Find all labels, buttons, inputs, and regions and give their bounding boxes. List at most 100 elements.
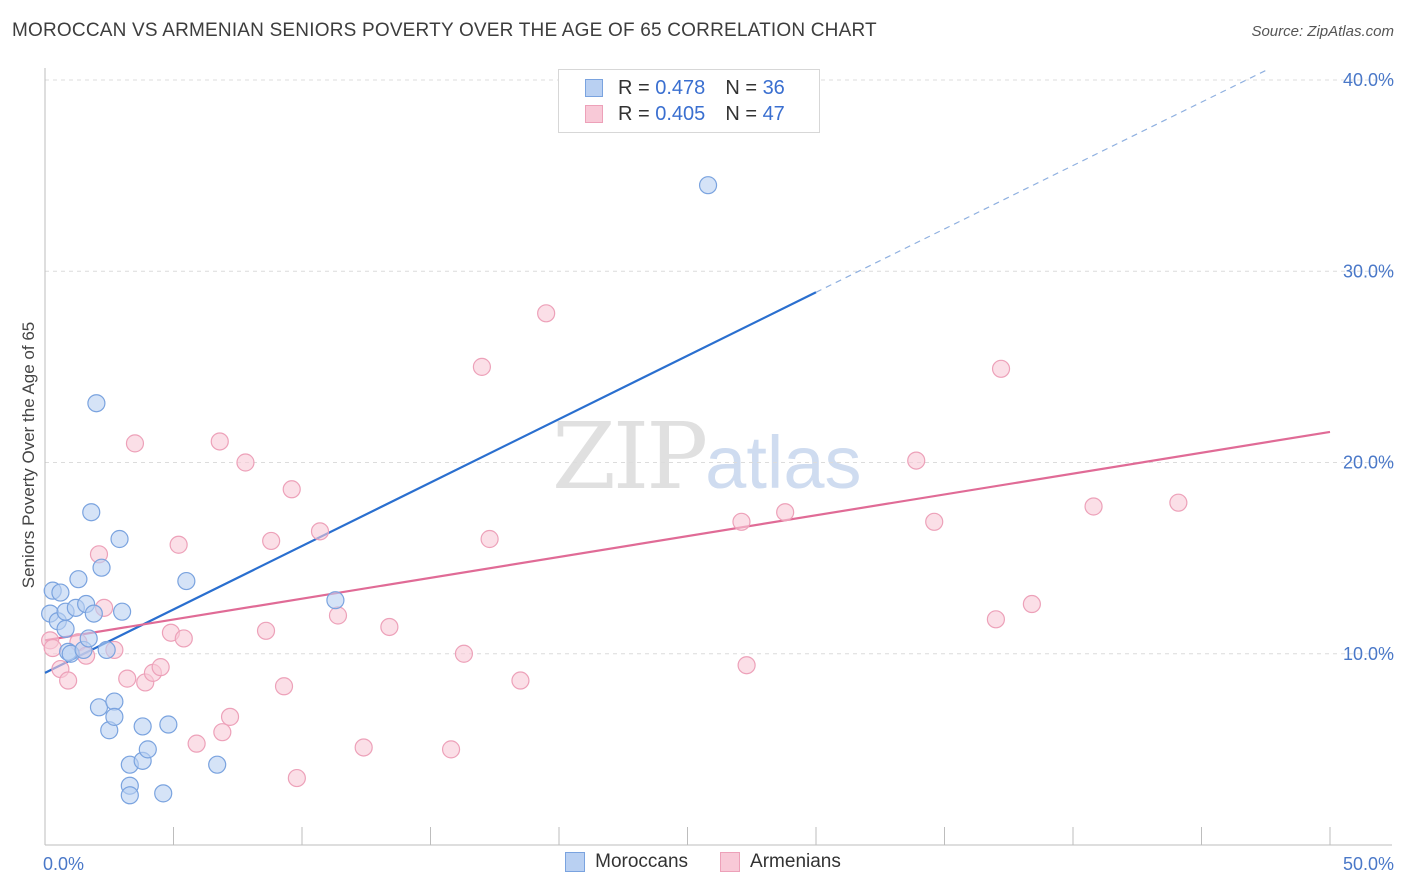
armenian-point <box>441 740 461 759</box>
moroccan-point <box>97 640 116 660</box>
moroccan-point <box>154 784 173 803</box>
trend-lines <box>44 69 1331 674</box>
moroccan-point <box>82 503 101 522</box>
moroccan-point <box>698 176 718 195</box>
moroccan-point <box>159 715 178 734</box>
armenian-point <box>776 503 795 522</box>
armenian-point <box>151 658 170 677</box>
legend-row-moroccans: R = 0.478 N = 36 <box>585 75 785 101</box>
armenian-point <box>210 432 229 451</box>
legend-item-armenians[interactable]: Armenians <box>720 851 841 873</box>
armenian-point <box>511 671 530 690</box>
armenians-trend-line <box>44 430 1331 642</box>
legend-n-label: N = <box>725 102 757 125</box>
moroccan-point <box>89 698 109 717</box>
armenian-point <box>354 738 373 757</box>
y-axis-label: Seniors Poverty Over the Age of 65 <box>19 322 38 588</box>
legend-n-value: 47 <box>762 102 785 125</box>
watermark: ZIPatlas <box>552 403 861 510</box>
armenian-point <box>537 304 556 323</box>
moroccans-trend-extension <box>815 69 1267 293</box>
moroccan-point <box>112 602 132 621</box>
armenian-point <box>118 669 137 688</box>
axes <box>44 68 1392 846</box>
moroccan-point <box>105 707 124 726</box>
correlation-legend: R = 0.478 N = 36 R = 0.405 N = 47 <box>558 69 820 133</box>
moroccan-point <box>326 591 345 610</box>
armenian-point <box>187 734 206 753</box>
source-label: Source: ZipAtlas.com <box>1251 23 1394 40</box>
moroccan-point <box>110 529 129 549</box>
legend-n-value: 36 <box>762 76 785 99</box>
y-tick-label: 20.0% <box>1343 453 1394 473</box>
x-tick-label: 50.0% <box>1343 854 1394 874</box>
y-tick-label: 10.0% <box>1343 644 1394 664</box>
legend-row-armenians: R = 0.405 N = 47 <box>585 101 785 127</box>
grid <box>45 79 1392 655</box>
y-tick-label: 30.0% <box>1343 261 1394 281</box>
armenian-point <box>310 522 330 541</box>
legend-r-value: 0.405 <box>655 102 706 125</box>
moroccans-legend-label: Moroccans <box>595 851 689 872</box>
armenian-point <box>472 357 491 376</box>
armenian-point <box>174 629 193 648</box>
legend-r-label: R = <box>618 76 650 99</box>
armenian-point <box>1022 594 1041 614</box>
data-points <box>41 176 1188 805</box>
chart-title: MOROCCAN VS ARMENIAN SENIORS POVERTY OVE… <box>12 20 877 41</box>
armenian-point <box>236 453 255 472</box>
moroccan-point <box>177 571 196 591</box>
legend-r-label: R = <box>618 102 650 125</box>
armenian-point <box>480 529 499 549</box>
moroccans-legend-swatch <box>565 852 586 872</box>
armenian-point <box>59 671 78 690</box>
armenian-point <box>282 480 301 499</box>
moroccan-point <box>105 692 124 711</box>
armenian-point <box>213 723 232 742</box>
moroccan-point <box>92 558 111 577</box>
moroccan-point <box>56 619 75 638</box>
armenian-point <box>43 638 62 658</box>
armenian-point <box>220 707 240 726</box>
armenian-point <box>732 512 751 531</box>
armenian-point <box>262 531 281 551</box>
legend-item-moroccans[interactable]: Moroccans <box>565 851 688 873</box>
armenian-point <box>328 606 348 625</box>
armenian-point <box>380 617 399 637</box>
y-tick-label: 40.0% <box>1343 70 1394 90</box>
armenian-point <box>125 434 145 453</box>
moroccan-point <box>69 570 88 589</box>
watermark-zip: ZIP <box>552 403 708 510</box>
armenian-point <box>737 656 756 675</box>
moroccan-point <box>84 604 103 623</box>
moroccan-point <box>208 755 227 774</box>
moroccans-swatch <box>585 79 603 97</box>
x-tick-label: 0.0% <box>43 854 84 874</box>
legend-r-value: 0.478 <box>655 76 706 99</box>
armenian-point <box>907 451 926 470</box>
moroccan-point <box>79 629 98 648</box>
armenian-point <box>274 677 294 696</box>
armenian-point <box>169 535 188 554</box>
armenians-legend-label: Armenians <box>750 851 841 872</box>
moroccan-point <box>51 583 70 602</box>
armenians-swatch <box>585 105 603 123</box>
series-legend: Moroccans Armenians <box>0 851 1406 873</box>
legend-n-label: N = <box>725 76 757 99</box>
moroccan-point <box>133 717 152 736</box>
armenian-point <box>1084 497 1103 516</box>
armenian-point <box>287 768 306 788</box>
moroccan-point <box>138 740 157 759</box>
moroccan-point <box>87 394 106 413</box>
armenian-point <box>991 359 1011 378</box>
armenian-point <box>986 610 1006 629</box>
armenian-point <box>454 644 474 663</box>
armenian-point <box>256 621 276 640</box>
moroccans-trend-line <box>44 291 817 674</box>
armenian-point <box>925 512 944 531</box>
armenians-legend-swatch <box>720 852 741 872</box>
armenian-point <box>1169 493 1188 512</box>
tick-labels: 10.0% 20.0% 30.0% 40.0% 0.0% 50.0% <box>43 70 1394 874</box>
moroccan-point <box>120 786 139 805</box>
